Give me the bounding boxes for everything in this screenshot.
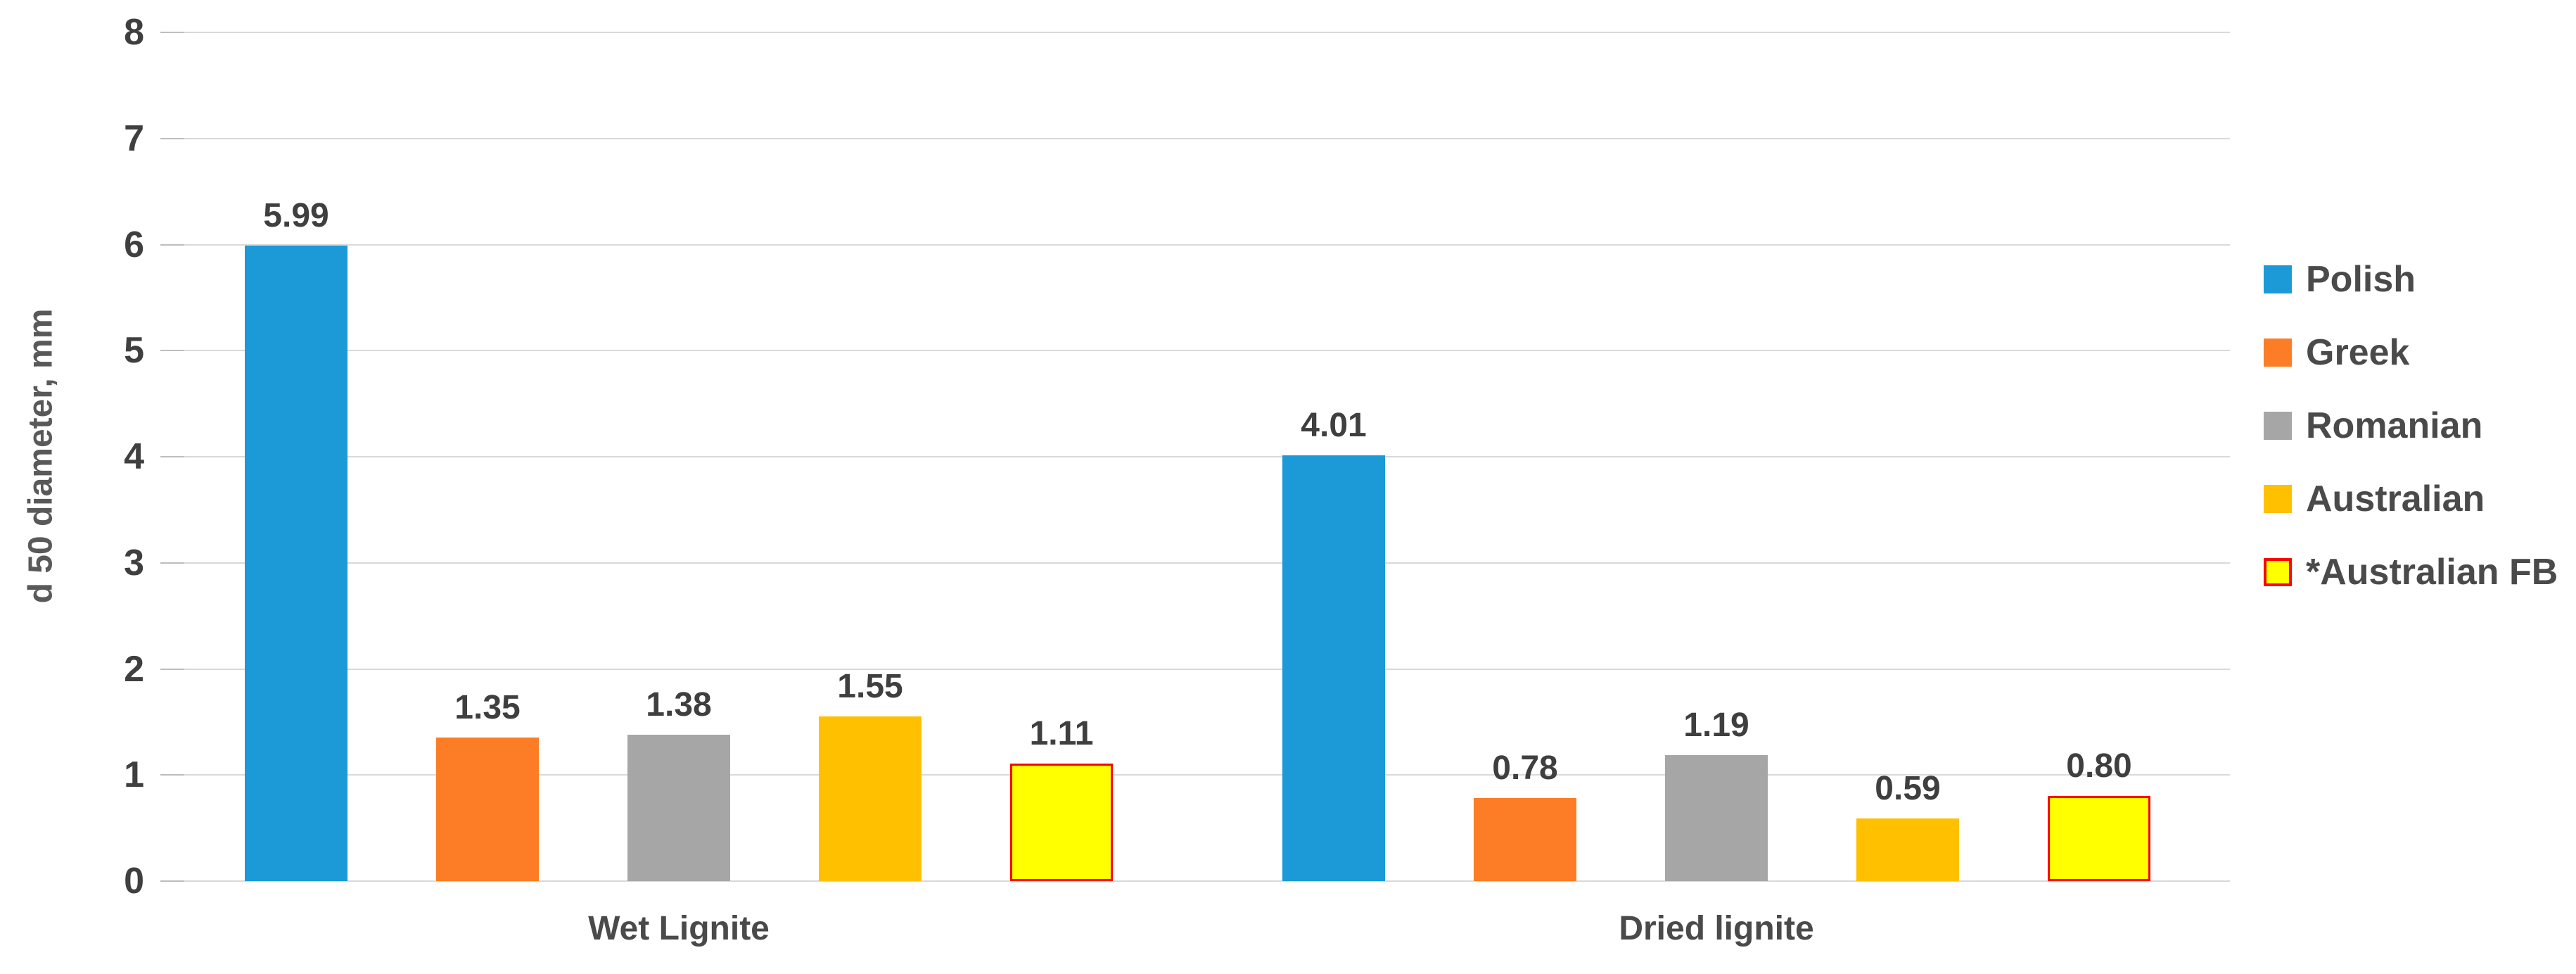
gridline-y2: [184, 668, 2230, 670]
legend-label-romanian: Romanian: [2306, 405, 2483, 446]
bar-value-label: 1.38: [646, 685, 712, 723]
y-tick-label: 6: [124, 224, 144, 265]
legend-item-polish: Polish: [2264, 258, 2416, 301]
legend-item-romanian: Romanian: [2264, 405, 2482, 447]
bar-romanian-wet-lignite: [627, 734, 730, 881]
bar-australian-fb-wet-lignite: [1010, 763, 1113, 881]
legend-swatch-australian-fb: [2264, 558, 2292, 586]
bar-value-label: 0.59: [1875, 770, 1941, 808]
y-axis-tick: [160, 668, 184, 670]
gridline-y1: [184, 774, 2230, 776]
legend-swatch-romanian: [2264, 412, 2292, 440]
y-axis-tick: [160, 774, 184, 776]
legend-label-polish: Polish: [2306, 259, 2416, 300]
gridline-y3: [184, 562, 2230, 564]
y-tick-label: 1: [124, 754, 144, 796]
y-tick-label: 7: [124, 118, 144, 159]
y-tick-label: 3: [124, 542, 144, 583]
bar-polish-dried-lignite: [1282, 455, 1385, 881]
bar-value-label: 1.19: [1683, 706, 1749, 744]
y-axis-tick: [160, 244, 184, 246]
bar-value-label: 1.35: [454, 689, 521, 727]
y-axis-tick: [160, 137, 184, 139]
bar-value-label: 0.78: [1492, 750, 1558, 788]
bar-australian-dried-lignite: [1856, 818, 1959, 881]
legend-label-greek: Greek: [2306, 332, 2410, 373]
category-label-wet-lignite: Wet Lignite: [588, 910, 770, 947]
gridline-y4: [184, 456, 2230, 457]
gridline-y6: [184, 244, 2230, 246]
y-axis-tick: [160, 456, 184, 457]
bar-australian-wet-lignite: [819, 716, 922, 881]
y-tick-label: 5: [124, 330, 144, 372]
gridline-y0: [184, 880, 2230, 882]
y-axis-tick: [160, 32, 184, 33]
legend-swatch-australian: [2264, 485, 2292, 513]
gridline-y5: [184, 350, 2230, 352]
bar-greek-dried-lignite: [1474, 798, 1576, 881]
legend-item-greek: Greek: [2264, 331, 2409, 374]
bar-value-label: 0.80: [2066, 747, 2132, 785]
legend-item-australian-fb: *Australian FB: [2264, 551, 2558, 593]
y-tick-label: 2: [124, 648, 144, 690]
y-tick-label: 8: [124, 12, 144, 53]
bar-greek-wet-lignite: [436, 738, 539, 881]
category-label-dried-lignite: Dried lignite: [1619, 910, 1814, 947]
legend-label-australian-fb: *Australian FB: [2306, 552, 2558, 593]
gridline-y7: [184, 137, 2230, 139]
gridline-y8: [184, 32, 2230, 33]
bar-value-label: 4.01: [1301, 407, 1367, 445]
y-tick-label: 4: [124, 436, 144, 477]
bar-value-label: 1.11: [1029, 714, 1094, 752]
bar-value-label: 1.55: [837, 668, 903, 706]
y-axis-tick: [160, 562, 184, 564]
y-tick-label: 0: [124, 861, 144, 902]
bar-romanian-dried-lignite: [1665, 754, 1768, 881]
legend-item-australian: Australian: [2264, 478, 2485, 520]
legend-swatch-greek: [2264, 339, 2292, 367]
y-axis-tick: [160, 350, 184, 352]
bar-value-label: 5.99: [263, 197, 329, 234]
bar-australian-fb-dried-lignite: [2048, 796, 2150, 881]
legend-swatch-polish: [2264, 265, 2292, 293]
y-axis-tick: [160, 880, 184, 882]
bar-polish-wet-lignite: [245, 246, 347, 881]
legend-label-australian: Australian: [2306, 479, 2485, 519]
